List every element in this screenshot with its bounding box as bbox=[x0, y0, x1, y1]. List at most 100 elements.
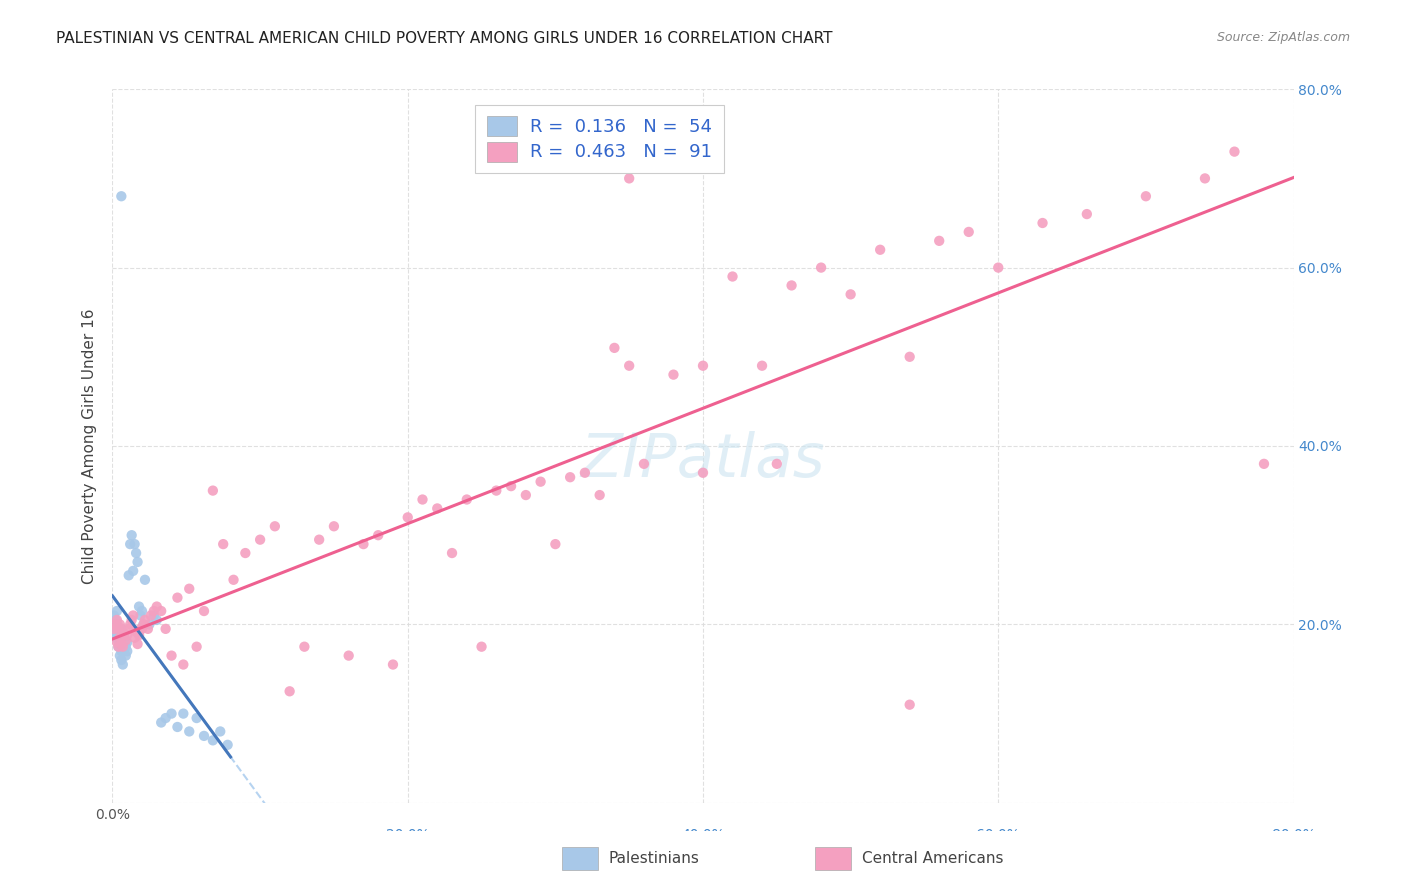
Point bbox=[588, 488, 610, 502]
Point bbox=[515, 488, 537, 502]
Point bbox=[110, 189, 132, 203]
Point bbox=[780, 278, 803, 293]
Point bbox=[264, 519, 287, 533]
Point bbox=[249, 533, 271, 547]
Point bbox=[132, 617, 155, 632]
Point bbox=[108, 617, 131, 632]
Point bbox=[209, 724, 232, 739]
Point bbox=[426, 501, 449, 516]
Point bbox=[751, 359, 773, 373]
Point bbox=[839, 287, 862, 301]
Text: 40.0%: 40.0% bbox=[681, 828, 725, 842]
Y-axis label: Child Poverty Among Girls Under 16: Child Poverty Among Girls Under 16 bbox=[82, 309, 97, 583]
Point bbox=[501, 479, 523, 493]
Point bbox=[124, 537, 146, 551]
Point bbox=[128, 599, 150, 614]
Point bbox=[104, 631, 127, 645]
Point bbox=[166, 720, 188, 734]
Point bbox=[201, 483, 224, 498]
Point bbox=[127, 637, 149, 651]
Point bbox=[142, 604, 165, 618]
Point bbox=[155, 622, 177, 636]
Point bbox=[120, 537, 142, 551]
Point bbox=[108, 640, 131, 654]
Point bbox=[125, 546, 148, 560]
Point bbox=[201, 733, 224, 747]
Point bbox=[544, 537, 567, 551]
Point bbox=[574, 466, 596, 480]
Point bbox=[470, 640, 494, 654]
Point bbox=[1135, 189, 1157, 203]
Point bbox=[105, 635, 128, 649]
Point bbox=[107, 622, 129, 636]
Point bbox=[987, 260, 1010, 275]
Point bbox=[131, 622, 153, 636]
Point bbox=[1253, 457, 1275, 471]
Point bbox=[160, 648, 183, 663]
Point bbox=[108, 631, 131, 645]
Text: Central Americans: Central Americans bbox=[862, 851, 1004, 866]
Legend: R =  0.136   N =  54, R =  0.463   N =  91: R = 0.136 N = 54, R = 0.463 N = 91 bbox=[475, 104, 724, 173]
Point bbox=[110, 653, 132, 667]
Point bbox=[869, 243, 891, 257]
Point bbox=[118, 568, 141, 582]
Point bbox=[139, 608, 162, 623]
Point bbox=[957, 225, 980, 239]
Point bbox=[107, 640, 129, 654]
Point bbox=[117, 635, 138, 649]
Point bbox=[619, 359, 641, 373]
Point bbox=[898, 350, 921, 364]
Point bbox=[114, 633, 136, 648]
Point bbox=[179, 582, 201, 596]
Point bbox=[138, 617, 160, 632]
Point bbox=[111, 635, 134, 649]
Point bbox=[128, 628, 150, 642]
Point bbox=[766, 457, 789, 471]
Point bbox=[721, 269, 744, 284]
Point bbox=[179, 724, 201, 739]
Point bbox=[193, 729, 215, 743]
Point bbox=[692, 359, 714, 373]
Point bbox=[186, 711, 208, 725]
Point bbox=[1223, 145, 1246, 159]
Point bbox=[217, 738, 239, 752]
Point bbox=[114, 640, 136, 654]
Point bbox=[103, 622, 125, 636]
Point bbox=[146, 613, 169, 627]
Point bbox=[105, 617, 128, 632]
Point bbox=[107, 640, 129, 654]
Point bbox=[103, 622, 125, 636]
Point bbox=[172, 657, 194, 672]
Point bbox=[107, 622, 129, 636]
Point bbox=[186, 640, 208, 654]
Text: PALESTINIAN VS CENTRAL AMERICAN CHILD POVERTY AMONG GIRLS UNDER 16 CORRELATION C: PALESTINIAN VS CENTRAL AMERICAN CHILD PO… bbox=[56, 31, 832, 46]
Point bbox=[134, 573, 156, 587]
Text: Palestinians: Palestinians bbox=[609, 851, 700, 866]
Text: ZIPatlas: ZIPatlas bbox=[581, 431, 825, 490]
Point bbox=[110, 644, 132, 658]
Point bbox=[134, 613, 156, 627]
Point bbox=[308, 533, 330, 547]
Point bbox=[121, 528, 143, 542]
Point bbox=[111, 657, 134, 672]
Text: 20.0%: 20.0% bbox=[385, 828, 430, 842]
Point bbox=[103, 608, 125, 623]
Point bbox=[928, 234, 950, 248]
Point bbox=[619, 171, 641, 186]
Point bbox=[692, 466, 714, 480]
Point bbox=[292, 640, 315, 654]
Point bbox=[396, 510, 419, 524]
Point bbox=[212, 537, 235, 551]
Point bbox=[411, 492, 433, 507]
Point bbox=[129, 622, 152, 636]
Point bbox=[456, 492, 478, 507]
Point bbox=[382, 657, 405, 672]
Point bbox=[127, 555, 149, 569]
Point bbox=[117, 644, 138, 658]
Point bbox=[131, 604, 153, 618]
Point bbox=[110, 622, 132, 636]
Point bbox=[114, 648, 136, 663]
Point bbox=[111, 640, 134, 654]
Point bbox=[112, 626, 135, 640]
Point bbox=[105, 604, 128, 618]
